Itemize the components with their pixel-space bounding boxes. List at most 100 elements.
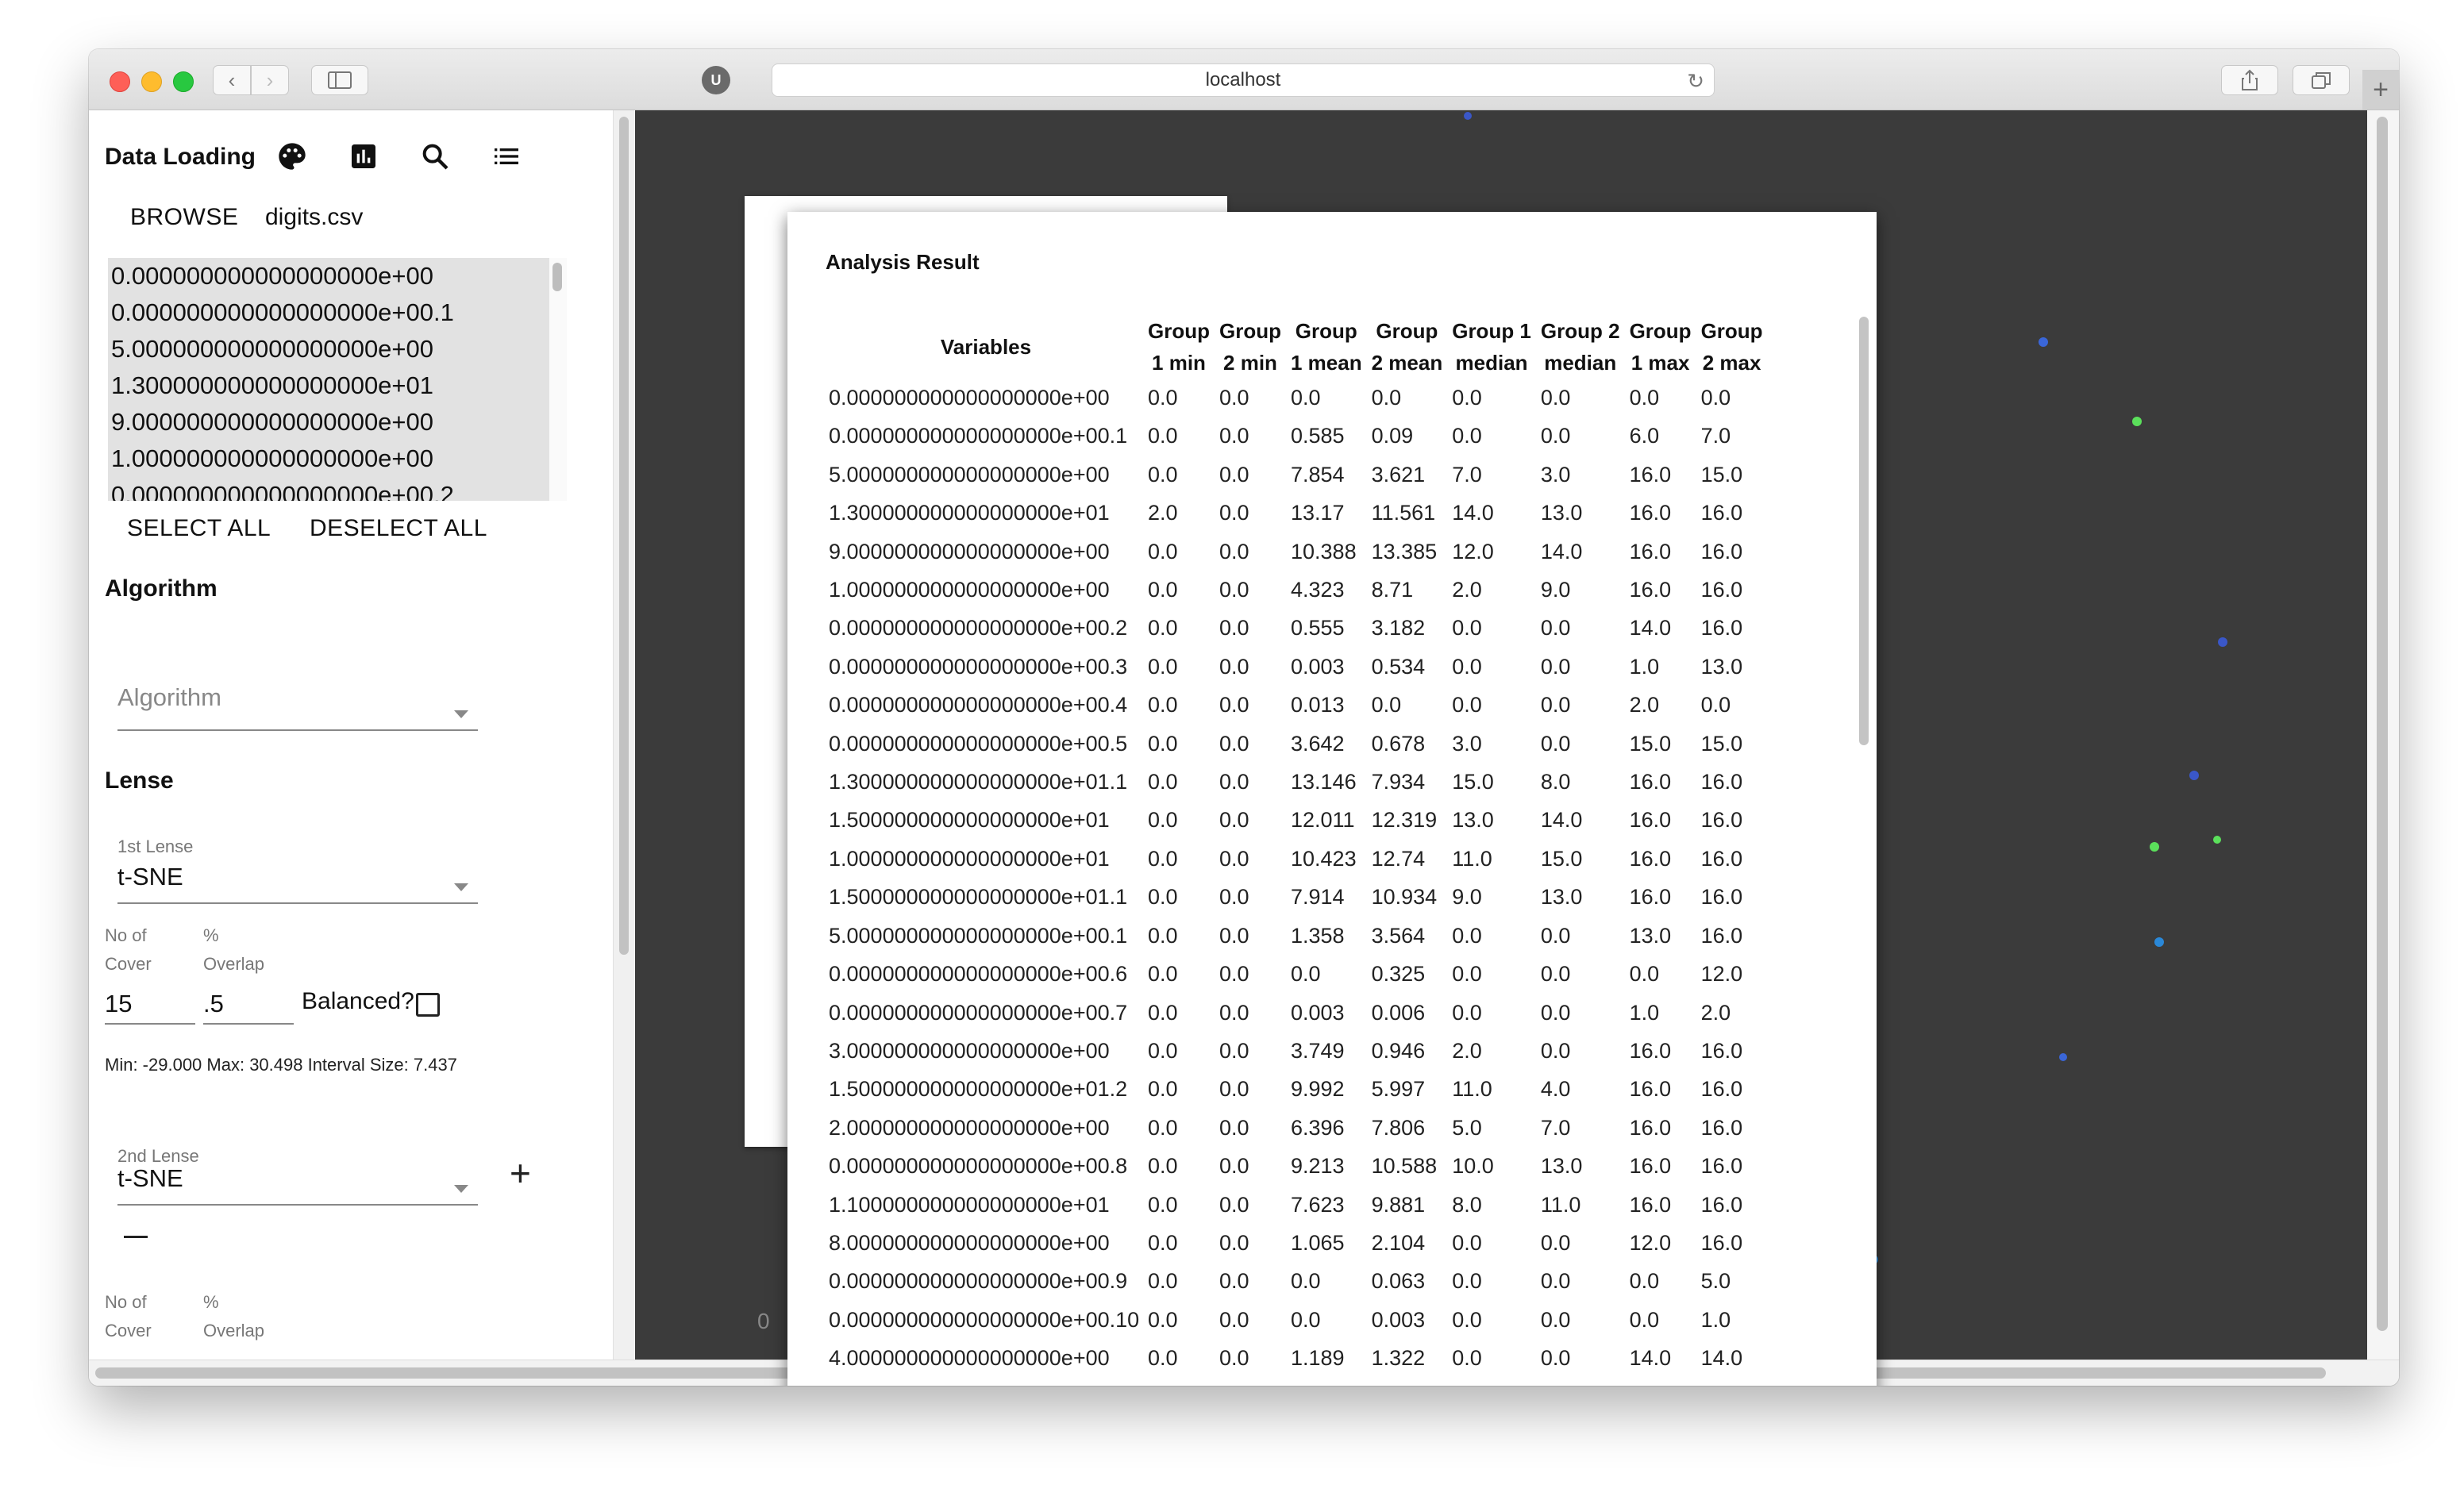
value-cell: 7.854 — [1291, 462, 1345, 487]
lense1-select[interactable]: t-SNE — [117, 863, 478, 904]
table-row: 0.000000000000000000e+00.3 0.0 0.0 0.003 0.5… — [826, 648, 1768, 686]
cover-label-2-line1: No of — [105, 1292, 147, 1312]
value-cell: 16.0 — [1629, 808, 1672, 833]
value-cell: 3.621 — [1371, 462, 1426, 487]
variable-cell: 0.000000000000000000e+00.7 — [829, 1000, 1128, 1025]
table-row: 1.500000000000000000e+01 0.0 0.0 12.011 12.3… — [826, 801, 1768, 839]
value-cell: 7.0 — [1540, 1115, 1571, 1140]
algorithm-heading: Algorithm — [105, 575, 218, 602]
list-item[interactable]: 1.000000000000000000e+00 — [108, 440, 549, 477]
value-cell: 0.0 — [1452, 654, 1482, 679]
value-cell: 0.0 — [1540, 1269, 1571, 1294]
axis-zero-label: 0 — [757, 1309, 770, 1333]
lense2-select[interactable]: t-SNE — [117, 1164, 478, 1206]
value-cell: 16.0 — [1629, 1115, 1672, 1140]
value-cell: 0.0 — [1540, 1307, 1571, 1332]
dropdown-arrow-icon — [454, 1185, 468, 1193]
column-header: Group 1 mean — [1286, 315, 1367, 379]
value-cell: 0.0 — [1540, 1000, 1571, 1025]
value-cell: 0.0 — [1291, 962, 1321, 987]
column-header: Group 1 median — [1447, 315, 1536, 379]
back-button[interactable]: ‹ — [213, 65, 251, 95]
sidebar-toggle-button[interactable] — [311, 65, 368, 95]
scrollbar-thumb[interactable] — [619, 117, 629, 955]
value-cell: 16.0 — [1700, 539, 1743, 563]
value-cell: 0.0 — [1148, 654, 1178, 679]
variable-cell: 2.000000000000000000e+00 — [829, 1115, 1110, 1140]
cover-input[interactable]: 15 — [105, 990, 195, 1025]
close-window-button[interactable] — [110, 71, 130, 92]
browse-button[interactable]: BROWSE — [130, 204, 239, 230]
variable-cell: 3.000000000000000000e+00 — [829, 1038, 1110, 1063]
sidebar-icon — [328, 71, 352, 89]
scrollbar-thumb[interactable] — [2377, 117, 2388, 1331]
left-panel-scrollbar[interactable] — [613, 110, 634, 1360]
table-row: 3.000000000000000000e+00 0.0 0.0 3.749 0.946… — [826, 1032, 1768, 1070]
deselect-all-button[interactable]: DESELECT ALL — [310, 515, 487, 541]
address-bar[interactable]: localhost ↻ — [772, 63, 1715, 97]
table-row: 1.000000000000000000e+00 0.0 0.0 4.323 8.71 2… — [826, 571, 1768, 609]
result-table-container[interactable]: Variables Group 1 min Group 2 min Group 1 m… — [826, 315, 1850, 1368]
scrollbar-thumb[interactable] — [1859, 317, 1869, 745]
page-vertical-scrollbar[interactable] — [2367, 110, 2399, 1360]
value-cell: 0.0 — [1148, 386, 1178, 410]
value-cell: 0.555 — [1291, 616, 1345, 640]
header-text: 2 min — [1223, 351, 1277, 375]
value-cell: 0.0 — [1148, 539, 1178, 563]
overlap-input[interactable]: .5 — [203, 990, 294, 1025]
share-button[interactable] — [2221, 65, 2278, 95]
palette-icon[interactable] — [276, 140, 308, 172]
dropdown-arrow-icon — [454, 883, 468, 891]
graph-node[interactable] — [2150, 842, 2159, 852]
graph-node[interactable] — [2189, 771, 2199, 780]
variable-list-scrollbar[interactable] — [549, 258, 567, 501]
graph-node[interactable] — [2132, 417, 2142, 426]
variable-list[interactable]: 0.000000000000000000e+00 0.0000000000000… — [108, 258, 549, 501]
minimize-window-button[interactable] — [141, 71, 162, 92]
graph-node[interactable] — [2213, 836, 2221, 844]
value-cell: 0.0 — [1148, 1154, 1178, 1179]
new-tab-button[interactable]: + — [2362, 70, 2399, 110]
remove-lense-button[interactable] — [124, 1236, 148, 1238]
list-item[interactable]: 0.000000000000000000e+00 — [108, 258, 549, 294]
reload-icon[interactable]: ↻ — [1687, 69, 1704, 93]
value-cell: 1.0 — [1700, 1307, 1731, 1332]
show-tabs-button[interactable] — [2293, 65, 2350, 95]
graph-node[interactable] — [1464, 112, 1472, 120]
extension-button[interactable]: U — [702, 66, 730, 94]
list-icon[interactable] — [491, 140, 522, 172]
variable-cell: 1.500000000000000000e+01.1 — [829, 885, 1128, 910]
value-cell: 0.006 — [1371, 1000, 1426, 1025]
list-item[interactable]: 9.000000000000000000e+00 — [108, 404, 549, 440]
value-cell: 0.0 — [1291, 1307, 1321, 1332]
value-cell: 16.0 — [1629, 501, 1672, 525]
graph-node[interactable] — [2154, 937, 2164, 947]
value-cell: 0.0 — [1219, 808, 1249, 833]
table-row: 1.300000000000000000e+01.1 0.0 0.0 13.146 7.… — [826, 763, 1768, 801]
table-row: 0.000000000000000000e+00.9 0.0 0.0 0.0 0.063… — [826, 1262, 1768, 1300]
graph-node[interactable] — [2059, 1053, 2067, 1061]
list-item[interactable]: 0.000000000000000000e+00.1 — [108, 294, 549, 331]
list-item[interactable]: 1.300000000000000000e+01 — [108, 367, 549, 404]
value-cell: 0.0 — [1148, 462, 1178, 487]
forward-button[interactable]: › — [251, 65, 289, 95]
value-cell: 12.0 — [1700, 962, 1743, 987]
algorithm-select[interactable]: Algorithm — [117, 683, 478, 731]
table-row: 0.000000000000000000e+00 0.0 0.0 0.0 0.0 0.0 0… — [826, 379, 1768, 417]
balanced-checkbox[interactable] — [416, 993, 440, 1017]
graph-node[interactable] — [2218, 637, 2227, 647]
scrollbar-thumb[interactable] — [552, 263, 562, 291]
table-row: 9.000000000000000000e+00 0.0 0.0 10.388 13.3… — [826, 533, 1768, 571]
search-icon[interactable] — [419, 140, 451, 172]
graph-node[interactable] — [2039, 337, 2048, 347]
header-text: Group — [1295, 319, 1357, 343]
list-item[interactable]: 5.000000000000000000e+00 — [108, 331, 549, 367]
share-icon — [2242, 69, 2258, 90]
add-lense-button[interactable]: + — [510, 1152, 531, 1194]
value-cell: 0.0 — [1148, 1038, 1178, 1063]
bar-chart-icon[interactable] — [348, 140, 379, 172]
table-scrollbar[interactable] — [1856, 315, 1872, 1368]
list-item[interactable]: 0.000000000000000000e+00.2 — [108, 477, 549, 501]
select-all-button[interactable]: SELECT ALL — [127, 515, 271, 541]
maximize-window-button[interactable] — [173, 71, 194, 92]
